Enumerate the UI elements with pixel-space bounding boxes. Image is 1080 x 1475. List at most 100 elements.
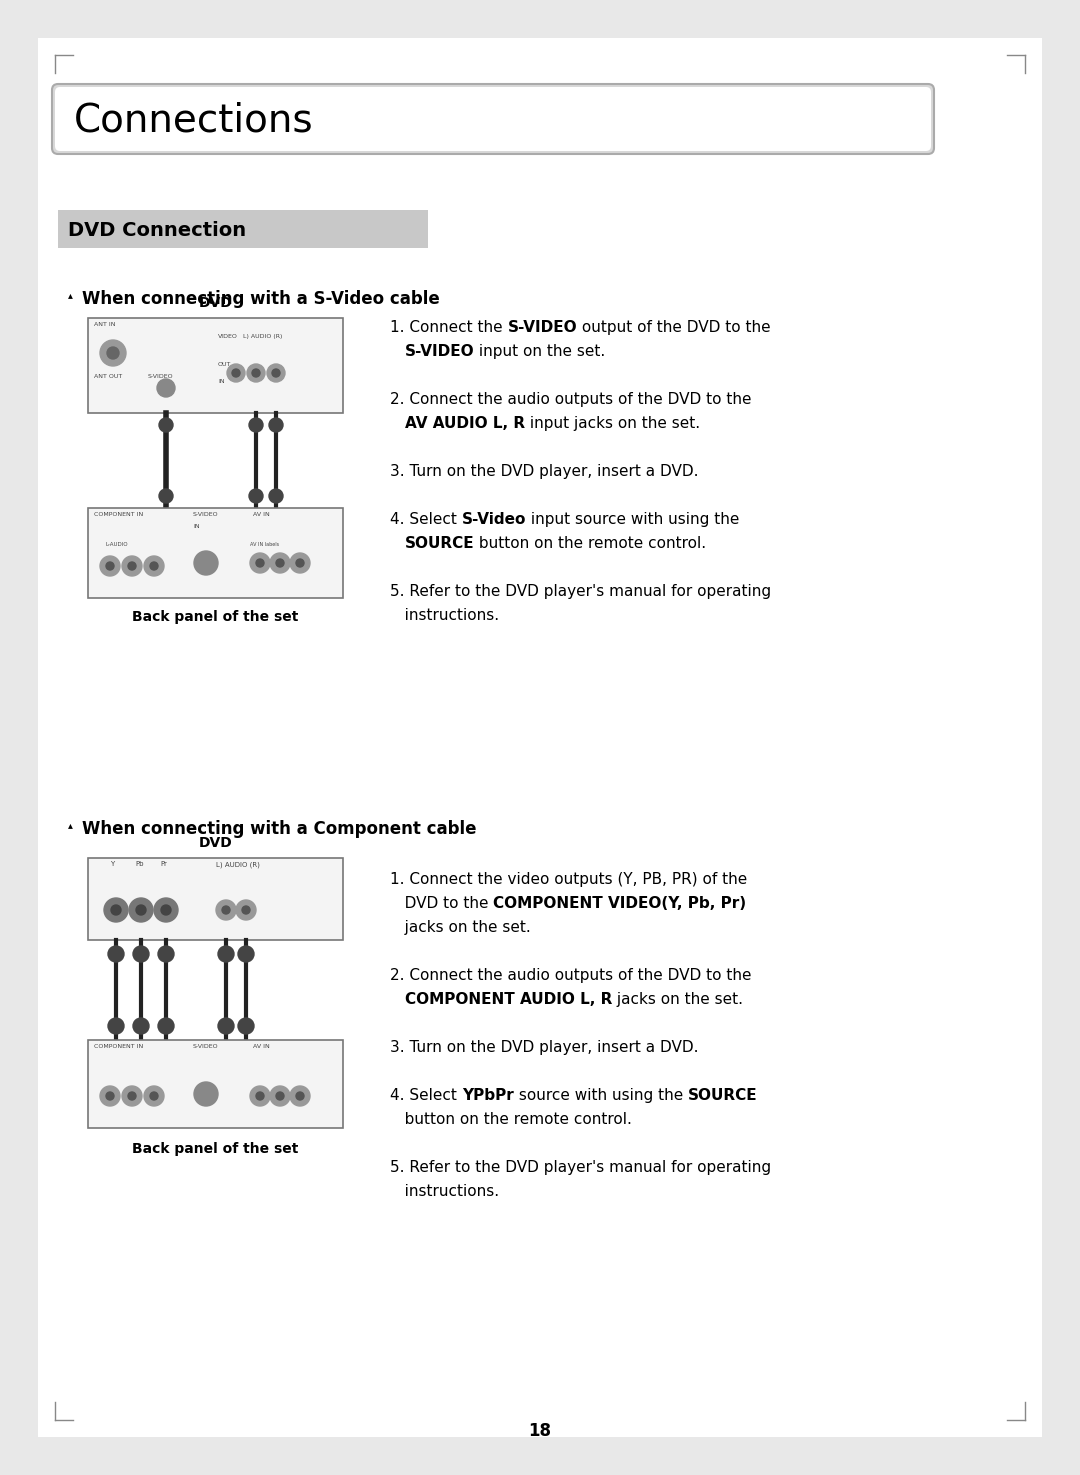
Circle shape <box>238 945 254 962</box>
Text: IN: IN <box>193 524 200 530</box>
Circle shape <box>107 347 119 358</box>
Text: 4. Select: 4. Select <box>390 512 462 527</box>
Text: COMPONENT VIDEO(Y, Pb, Pr): COMPONENT VIDEO(Y, Pb, Pr) <box>494 895 746 912</box>
Circle shape <box>159 417 173 432</box>
Circle shape <box>129 1092 136 1100</box>
Circle shape <box>122 556 141 577</box>
Circle shape <box>129 898 153 922</box>
Circle shape <box>158 1018 174 1034</box>
Circle shape <box>100 556 120 577</box>
Text: DVD Connection: DVD Connection <box>68 220 246 239</box>
Text: input jacks on the set.: input jacks on the set. <box>525 416 700 431</box>
Text: YPbPr: YPbPr <box>462 1089 513 1103</box>
Text: Back panel of the set: Back panel of the set <box>133 1142 299 1156</box>
Circle shape <box>291 1086 310 1106</box>
Circle shape <box>106 562 114 569</box>
Circle shape <box>276 1092 284 1100</box>
Text: S-VIDEO: S-VIDEO <box>148 375 174 379</box>
Text: 18: 18 <box>528 1422 552 1440</box>
Text: 2. Connect the audio outputs of the DVD to the: 2. Connect the audio outputs of the DVD … <box>390 392 752 407</box>
Text: input source with using the: input source with using the <box>526 512 740 527</box>
Text: AV IN: AV IN <box>253 512 270 518</box>
Circle shape <box>276 559 284 566</box>
Circle shape <box>256 559 264 566</box>
Text: DVD: DVD <box>199 296 232 310</box>
Text: S-VIDEO: S-VIDEO <box>508 320 577 335</box>
Text: button on the remote control.: button on the remote control. <box>474 535 706 552</box>
Text: L) AUDIO (R): L) AUDIO (R) <box>216 861 260 867</box>
Circle shape <box>249 553 270 572</box>
Text: 5. Refer to the DVD player's manual for operating: 5. Refer to the DVD player's manual for … <box>390 1159 771 1176</box>
Circle shape <box>108 1018 124 1034</box>
Text: SOURCE: SOURCE <box>405 535 474 552</box>
Text: jacks on the set.: jacks on the set. <box>612 993 743 1007</box>
Circle shape <box>267 364 285 382</box>
Text: Pr: Pr <box>160 861 167 867</box>
Text: 3. Turn on the DVD player, insert a DVD.: 3. Turn on the DVD player, insert a DVD. <box>390 1040 699 1055</box>
Text: output of the DVD to the: output of the DVD to the <box>577 320 771 335</box>
Text: button on the remote control.: button on the remote control. <box>390 1112 632 1127</box>
Circle shape <box>249 1086 270 1106</box>
Bar <box>87 319 343 413</box>
Circle shape <box>270 553 291 572</box>
Circle shape <box>100 1086 120 1106</box>
Circle shape <box>249 490 264 503</box>
Circle shape <box>247 364 265 382</box>
Circle shape <box>144 1086 164 1106</box>
Text: input on the set.: input on the set. <box>474 344 606 358</box>
FancyBboxPatch shape <box>52 84 934 153</box>
Text: ANT IN: ANT IN <box>94 322 116 327</box>
FancyBboxPatch shape <box>55 87 931 150</box>
Text: DVD to the: DVD to the <box>390 895 494 912</box>
Circle shape <box>218 1018 234 1034</box>
Text: AV AUDIO L, R: AV AUDIO L, R <box>405 416 525 431</box>
Text: AV IN: AV IN <box>253 1044 270 1049</box>
Bar <box>87 858 343 940</box>
Circle shape <box>291 553 310 572</box>
Text: COMPONENT IN: COMPONENT IN <box>94 512 144 518</box>
Circle shape <box>106 1092 114 1100</box>
Text: COMPONENT AUDIO L, R: COMPONENT AUDIO L, R <box>405 993 612 1007</box>
Text: 5. Refer to the DVD player's manual for operating: 5. Refer to the DVD player's manual for … <box>390 584 771 599</box>
Circle shape <box>272 369 280 378</box>
Circle shape <box>104 898 129 922</box>
Circle shape <box>133 945 149 962</box>
Text: jacks on the set.: jacks on the set. <box>390 920 530 935</box>
Circle shape <box>111 906 121 914</box>
Circle shape <box>222 906 230 914</box>
Text: SOURCE: SOURCE <box>688 1089 757 1103</box>
Circle shape <box>238 1018 254 1034</box>
Circle shape <box>150 1092 158 1100</box>
Circle shape <box>237 900 256 920</box>
Text: AV IN labels: AV IN labels <box>249 541 279 547</box>
Text: 2. Connect the audio outputs of the DVD to the: 2. Connect the audio outputs of the DVD … <box>390 968 752 982</box>
Circle shape <box>232 369 240 378</box>
Text: source with using the: source with using the <box>513 1089 688 1103</box>
Text: COMPONENT IN: COMPONENT IN <box>94 1044 144 1049</box>
Text: 4. Select: 4. Select <box>390 1089 462 1103</box>
Text: IN: IN <box>218 379 225 384</box>
Circle shape <box>136 906 146 914</box>
Text: When connecting with a S-Video cable: When connecting with a S-Video cable <box>82 291 440 308</box>
Circle shape <box>158 945 174 962</box>
Circle shape <box>269 490 283 503</box>
Text: L-AUDIO: L-AUDIO <box>106 541 129 547</box>
Circle shape <box>252 369 260 378</box>
Circle shape <box>227 364 245 382</box>
Circle shape <box>270 1086 291 1106</box>
Bar <box>87 507 343 597</box>
Text: L) AUDIO (R): L) AUDIO (R) <box>243 333 282 339</box>
Circle shape <box>157 379 175 397</box>
Circle shape <box>249 417 264 432</box>
Circle shape <box>133 1018 149 1034</box>
Text: OUT: OUT <box>218 361 231 367</box>
Text: ▴: ▴ <box>68 291 72 299</box>
Text: DVD: DVD <box>199 836 232 850</box>
Circle shape <box>144 556 164 577</box>
Circle shape <box>108 945 124 962</box>
Circle shape <box>159 490 173 503</box>
Text: S-VIDEO: S-VIDEO <box>405 344 474 358</box>
Circle shape <box>256 1092 264 1100</box>
Text: VIDEO: VIDEO <box>218 333 238 339</box>
Bar <box>58 209 428 248</box>
